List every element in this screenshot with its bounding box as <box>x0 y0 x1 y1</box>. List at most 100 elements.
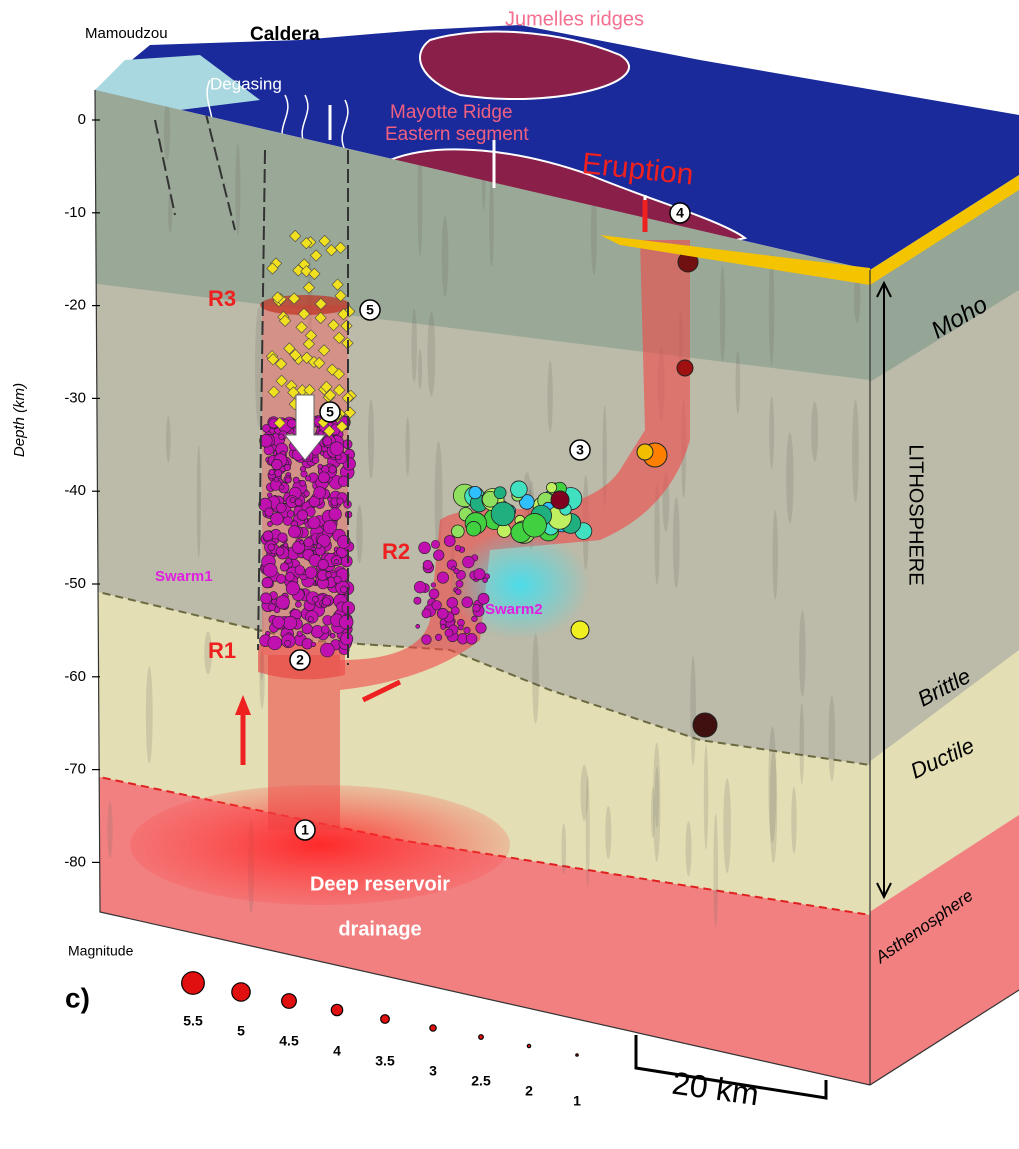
streak <box>769 253 774 365</box>
label: Mayotte Ridge <box>390 102 513 123</box>
label: Mamoudzou <box>85 25 168 42</box>
quake <box>334 576 341 583</box>
quake <box>305 476 310 481</box>
tick-label: -80 <box>64 853 86 870</box>
magnitude-label: 1 <box>573 1093 581 1109</box>
marker-number: 5 <box>326 404 334 420</box>
streak <box>720 266 725 363</box>
quake <box>571 621 589 639</box>
quake <box>295 499 302 506</box>
quake <box>284 543 288 547</box>
quake <box>523 513 547 537</box>
quake <box>295 601 301 607</box>
quake <box>423 560 432 569</box>
quake <box>329 466 336 473</box>
quake <box>314 487 326 499</box>
magnitude-label: 5.5 <box>183 1013 203 1029</box>
streak <box>442 215 449 297</box>
legend-title: Magnitude <box>68 943 134 959</box>
swarm2-glow <box>450 530 590 640</box>
streak <box>791 787 796 854</box>
streak <box>235 143 240 235</box>
quake <box>287 510 294 517</box>
streak <box>653 743 660 862</box>
quake <box>300 540 304 544</box>
quake <box>297 510 307 520</box>
quake <box>302 624 312 634</box>
quake <box>323 437 332 446</box>
quake <box>329 508 342 521</box>
quake <box>300 480 306 486</box>
label: Swarm1 <box>155 568 213 585</box>
tick-label: -70 <box>64 761 86 778</box>
quake <box>452 525 465 538</box>
magnitude-symbol <box>576 1054 578 1056</box>
quake <box>456 589 462 595</box>
label: LITHOSPHERE <box>905 444 927 585</box>
quake <box>275 470 282 477</box>
depth-axis: 0-10-20-30-40-50-60-70-80 <box>64 111 100 870</box>
quake <box>308 617 313 622</box>
quake <box>283 616 297 630</box>
panel-label: c) <box>65 982 90 1013</box>
quake <box>276 596 290 610</box>
quake <box>422 609 431 618</box>
label: Deep reservoir <box>310 873 450 895</box>
label: R3 <box>208 286 236 311</box>
quake <box>274 478 278 482</box>
quake <box>414 581 426 593</box>
quake <box>277 574 286 583</box>
magnitude-symbol <box>527 1044 530 1047</box>
label: R1 <box>208 638 236 663</box>
quake <box>437 608 448 619</box>
label: drainage <box>338 918 421 940</box>
streak <box>768 726 776 842</box>
quake <box>260 593 271 604</box>
tick-label: -10 <box>64 204 86 221</box>
tick-label: -60 <box>64 668 86 685</box>
quake <box>464 627 470 633</box>
quake <box>268 604 275 611</box>
quake <box>318 559 328 569</box>
marker-number: 4 <box>676 205 684 221</box>
quake <box>433 550 444 561</box>
streak <box>427 312 435 397</box>
magnitude-symbol <box>282 994 297 1009</box>
quake <box>441 624 446 629</box>
quake <box>263 531 273 541</box>
streak <box>547 361 552 432</box>
tick-label: -50 <box>64 575 86 592</box>
quake <box>637 444 653 460</box>
quake <box>297 631 303 637</box>
quake <box>267 493 272 498</box>
magnitude-label: 4.5 <box>279 1033 299 1049</box>
conduit-r1 <box>268 655 340 830</box>
streak <box>166 416 171 462</box>
streak <box>723 779 731 873</box>
quake <box>312 457 319 464</box>
quake <box>304 491 310 497</box>
label: Jumelles ridges <box>505 8 644 30</box>
quake <box>318 472 329 483</box>
streak <box>356 505 362 564</box>
quake <box>323 520 336 533</box>
scale-bar-label: 20 km <box>670 1065 761 1113</box>
streak <box>411 309 416 383</box>
streak <box>799 610 806 696</box>
streak <box>146 666 153 763</box>
marker-number: 3 <box>576 442 584 458</box>
quake <box>472 616 478 622</box>
label: Swarm2 <box>485 601 543 618</box>
quake <box>677 360 693 376</box>
streak <box>580 765 588 821</box>
marker-number: 5 <box>366 302 374 318</box>
streak <box>673 497 680 588</box>
quake <box>308 517 320 529</box>
magnitude-label: 2 <box>525 1083 533 1099</box>
quake <box>328 497 332 501</box>
quake <box>463 556 475 568</box>
tick-label: -30 <box>64 389 86 406</box>
quake <box>280 563 288 571</box>
quake <box>290 498 295 503</box>
quake <box>304 538 313 547</box>
